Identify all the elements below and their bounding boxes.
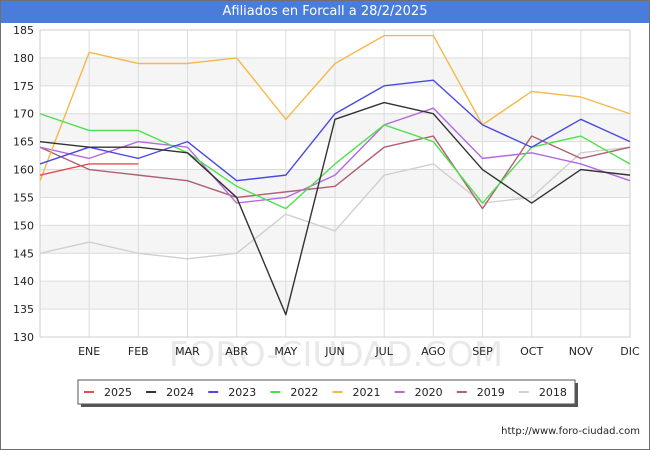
x-tick-label: SEP [472, 345, 493, 358]
x-tick-label: NOV [569, 345, 594, 358]
legend-label-2021: 2021 [353, 386, 381, 399]
legend-box [77, 379, 576, 405]
x-tick-label: JUL [374, 345, 393, 358]
y-tick-label: 165 [13, 136, 34, 149]
series-line-2021 [39, 34, 631, 181]
x-tick-label: AGO [421, 345, 446, 358]
axes: 130 135 140 145 150 155 160 165 170 175 180 185 ENE F… [13, 24, 640, 358]
series-line-2024 [39, 101, 631, 316]
y-tick-label: 140 [13, 275, 34, 288]
plot-border [39, 29, 631, 338]
y-tick-label: 150 [13, 219, 34, 232]
legend-label-2022: 2022 [290, 386, 318, 399]
y-tick-label: 135 [13, 303, 34, 316]
x-tick-label: OCT [520, 345, 543, 358]
series-line-2019 [39, 135, 631, 210]
y-tick-label: 160 [13, 164, 34, 177]
watermark: FORO-CIUDAD.COM [169, 335, 503, 375]
y-tick-label: 145 [13, 247, 34, 260]
y-tick-label: 170 [13, 108, 34, 121]
legend-label-2025: 2025 [104, 386, 132, 399]
legend-label-2019: 2019 [477, 386, 505, 399]
x-tick-label: DIC [620, 345, 640, 358]
series-line-2018 [39, 146, 631, 260]
legend-label-2020: 2020 [415, 386, 443, 399]
chart-title: Afiliados en Forcall a 28/2/2025 [1, 1, 649, 23]
legend-label-2018: 2018 [539, 386, 567, 399]
series-lines [39, 34, 631, 316]
legend-label-2023: 2023 [228, 386, 256, 399]
x-tick-label: FEB [128, 345, 149, 358]
series-line-2025 [39, 163, 139, 176]
y-tick-label: 155 [13, 191, 34, 204]
x-tick-label: ABR [225, 345, 248, 358]
y-tick-label: 185 [13, 24, 34, 37]
series-line-2020 [39, 107, 631, 204]
y-tick-label: 180 [13, 52, 34, 65]
x-tick-label: MAR [175, 345, 200, 358]
legend-label-2024: 2024 [166, 386, 194, 399]
x-tick-label: MAY [274, 345, 297, 358]
x-tick-label: JUN [324, 345, 345, 358]
x-tick-label: ENE [78, 345, 100, 358]
legend: 2025 2024 2023 2022 2021 2020 2019 2018 [77, 379, 578, 407]
y-tick-label: 130 [13, 331, 34, 344]
source-credit: http://www.foro-ciudad.com [501, 426, 640, 437]
y-tick-label: 175 [13, 80, 34, 93]
series-line-2023 [39, 79, 631, 182]
